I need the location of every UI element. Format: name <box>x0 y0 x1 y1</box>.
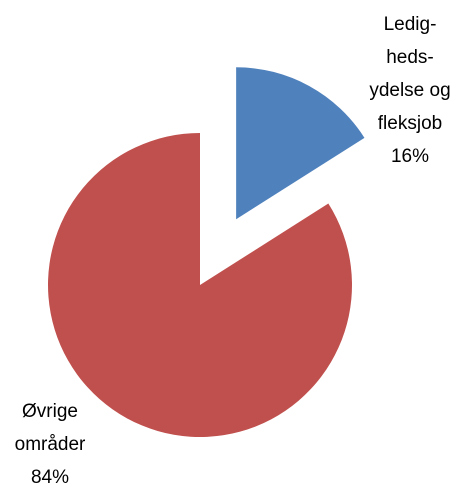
slice-label: Øvrige områder 84% <box>0 395 115 490</box>
value-label: 84% <box>30 467 70 488</box>
category-label: Øvrige områder <box>14 401 86 455</box>
pie-slice <box>236 67 365 220</box>
pie-slice <box>47 133 352 437</box>
category-label: Ledig- heds- ydelse og fleksjob <box>369 14 451 134</box>
slice-label: Ledig- heds- ydelse og fleksjob 16% <box>345 8 459 173</box>
value-label: 16% <box>390 146 430 167</box>
